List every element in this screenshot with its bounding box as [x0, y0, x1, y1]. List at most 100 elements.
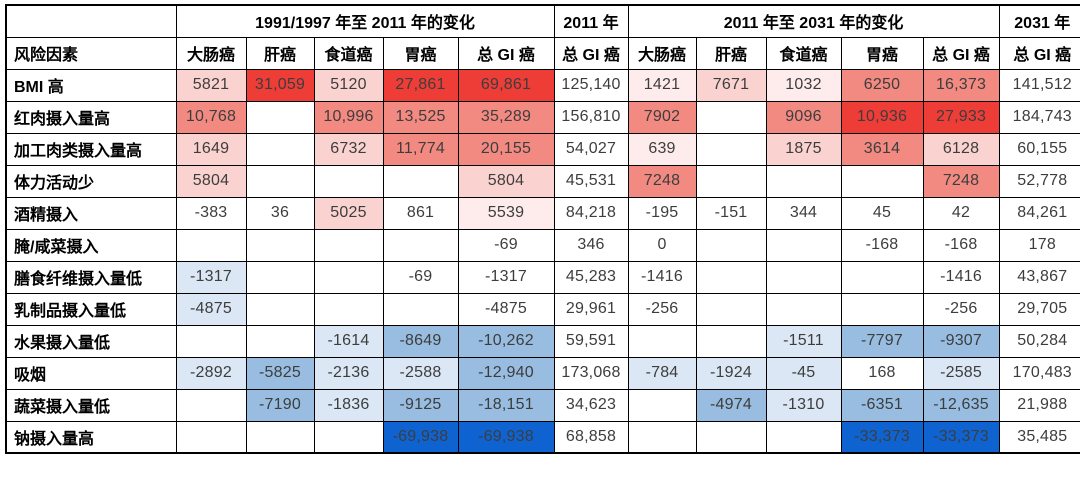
- value-cell: 7671: [695, 68, 767, 102]
- value-cell: 68,858: [553, 420, 629, 454]
- value-cell: 125,140: [553, 68, 629, 102]
- value-cell: [840, 292, 924, 326]
- row-label: 钠摄入量高: [5, 420, 177, 454]
- value-cell: 43,867: [998, 260, 1080, 294]
- column-header: 肝癌: [695, 36, 767, 70]
- value-cell: [765, 292, 842, 326]
- value-cell: [765, 260, 842, 294]
- value-cell: 170,483: [998, 356, 1080, 390]
- value-cell: 20,155: [457, 132, 555, 166]
- value-cell: [765, 420, 842, 454]
- value-cell: [695, 420, 767, 454]
- column-header: 肝癌: [245, 36, 315, 70]
- table-row: BMI 高 5821 31,059 5120 27,861 69,861 125,140 14…: [5, 68, 1080, 102]
- table-row: 加工肉类摄入量高 1649 6732 11,774 20,155 54,027 639 187…: [5, 132, 1080, 166]
- value-cell: 84,261: [998, 196, 1080, 230]
- value-cell: -1416: [627, 260, 697, 294]
- value-cell: [245, 260, 315, 294]
- value-cell: 54,027: [553, 132, 629, 166]
- table-row: 酒精摄入 -383 36 5025 861 5539 84,218 -195 -151 344 45…: [5, 196, 1080, 230]
- value-cell: [245, 324, 315, 358]
- value-cell: [245, 292, 315, 326]
- value-cell: 45: [840, 196, 924, 230]
- column-header: 食道癌: [765, 36, 842, 70]
- value-cell: 1032: [765, 68, 842, 102]
- row-label: 酒精摄入: [5, 196, 177, 230]
- value-cell: 1421: [627, 68, 697, 102]
- value-cell: 5025: [313, 196, 384, 230]
- page: 1991/1997 年至 2011 年的变化 2011 年 2011 年至 20…: [5, 4, 1080, 454]
- table-row: 红肉摄入量高 10,768 10,996 13,525 35,289 156,810 790…: [5, 100, 1080, 134]
- value-cell: -9125: [382, 388, 459, 422]
- value-cell: [695, 292, 767, 326]
- value-cell: 7248: [922, 164, 1000, 198]
- value-cell: 42: [922, 196, 1000, 230]
- value-cell: [627, 420, 697, 454]
- table-row: 腌/咸菜摄入 -69 346 0 -168 -168 178: [5, 228, 1080, 262]
- value-cell: -4875: [175, 292, 247, 326]
- value-cell: 6128: [922, 132, 1000, 166]
- value-cell: 6732: [313, 132, 384, 166]
- value-cell: -2892: [175, 356, 247, 390]
- value-cell: -4875: [457, 292, 555, 326]
- column-header: 胃癌: [840, 36, 924, 70]
- value-cell: 10,936: [840, 100, 924, 134]
- value-cell: -256: [627, 292, 697, 326]
- value-cell: -2588: [382, 356, 459, 390]
- value-cell: [382, 292, 459, 326]
- value-cell: 5821: [175, 68, 247, 102]
- value-cell: -2136: [313, 356, 384, 390]
- column-header: 胃癌: [382, 36, 459, 70]
- row-label: 红肉摄入量高: [5, 100, 177, 134]
- value-cell: 184,743: [998, 100, 1080, 134]
- value-cell: 21,988: [998, 388, 1080, 422]
- value-cell: -9307: [922, 324, 1000, 358]
- value-cell: -18,151: [457, 388, 555, 422]
- table-row: 乳制品摄入量低 -4875 -4875 29,961 -256 -256 29,705: [5, 292, 1080, 326]
- value-cell: 6250: [840, 68, 924, 102]
- value-cell: [627, 388, 697, 422]
- value-cell: [313, 228, 384, 262]
- row-label: 体力活动少: [5, 164, 177, 198]
- value-cell: 5120: [313, 68, 384, 102]
- value-cell: -1924: [695, 356, 767, 390]
- value-cell: 45,531: [553, 164, 629, 198]
- value-cell: -33,373: [840, 420, 924, 454]
- value-cell: -69,938: [457, 420, 555, 454]
- table-row: 钠摄入量高 -69,938 -69,938 68,858 -33,373 -33,373 3…: [5, 420, 1080, 454]
- value-cell: 173,068: [553, 356, 629, 390]
- value-cell: [695, 164, 767, 198]
- value-cell: -1317: [175, 260, 247, 294]
- value-cell: -383: [175, 196, 247, 230]
- sub-header-row: 风险因素 大肠癌 肝癌 食道癌 胃癌 总 GI 癌 总 GI 癌 大肠癌 肝癌 …: [5, 36, 1080, 70]
- value-cell: 36: [245, 196, 315, 230]
- value-cell: -1614: [313, 324, 384, 358]
- value-cell: 59,591: [553, 324, 629, 358]
- corner-cell: [5, 4, 177, 38]
- value-cell: 45,283: [553, 260, 629, 294]
- value-cell: 7902: [627, 100, 697, 134]
- value-cell: -12,940: [457, 356, 555, 390]
- column-header-risk-factor: 风险因素: [5, 36, 177, 70]
- value-cell: 178: [998, 228, 1080, 262]
- row-label: 乳制品摄入量低: [5, 292, 177, 326]
- group-header-2011-2031: 2011 年至 2031 年的变化: [627, 4, 1000, 38]
- column-header: 总 GI 癌: [457, 36, 555, 70]
- value-cell: [695, 260, 767, 294]
- value-cell: [695, 228, 767, 262]
- value-cell: 344: [765, 196, 842, 230]
- column-header: 总 GI 癌: [922, 36, 1000, 70]
- value-cell: [245, 100, 315, 134]
- column-header: 大肠癌: [175, 36, 247, 70]
- value-cell: -7190: [245, 388, 315, 422]
- value-cell: 861: [382, 196, 459, 230]
- value-cell: [313, 420, 384, 454]
- value-cell: 0: [627, 228, 697, 262]
- value-cell: 10,996: [313, 100, 384, 134]
- value-cell: 11,774: [382, 132, 459, 166]
- value-cell: -69: [457, 228, 555, 262]
- row-label: 膳食纤维摄入量低: [5, 260, 177, 294]
- value-cell: [313, 260, 384, 294]
- value-cell: -168: [922, 228, 1000, 262]
- value-cell: 5804: [457, 164, 555, 198]
